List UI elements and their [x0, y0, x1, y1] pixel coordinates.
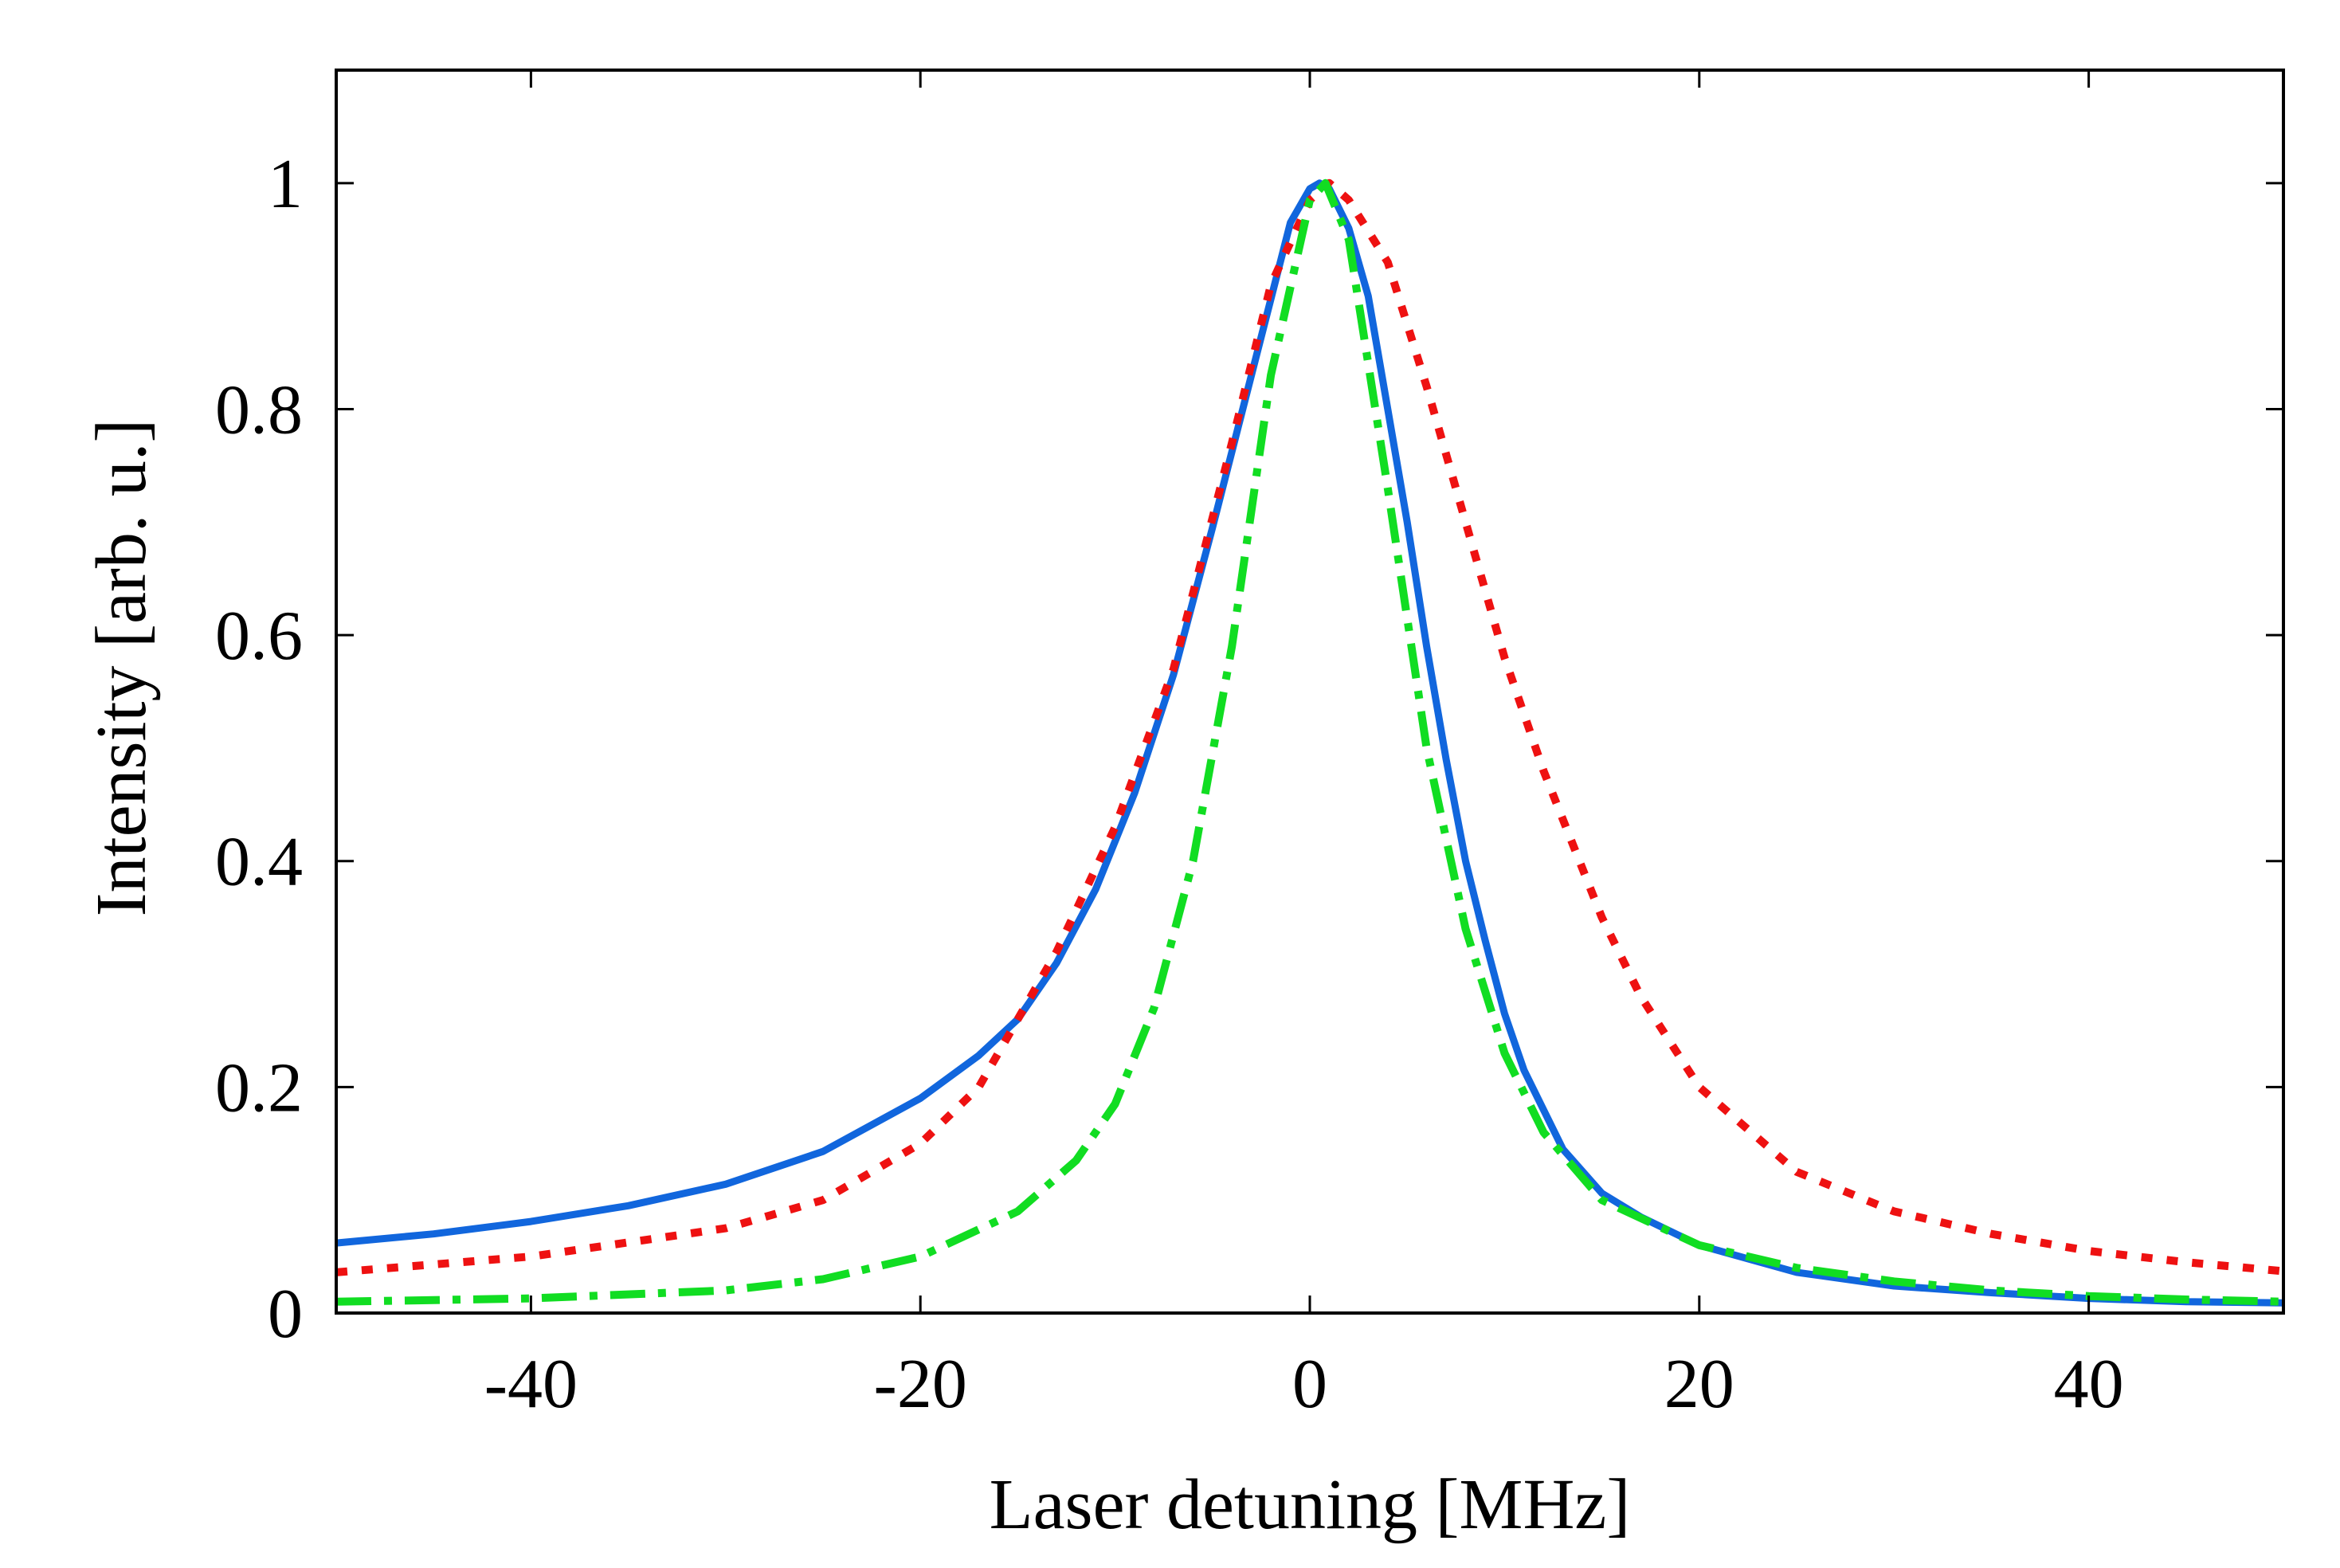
- y-tick-label: 0.6: [215, 598, 303, 675]
- y-tick-label: 0.8: [215, 371, 303, 449]
- x-tick-label: 20: [1664, 1346, 1734, 1423]
- y-tick-label: 0: [268, 1276, 303, 1353]
- series-line-dashdot: [335, 178, 2284, 1306]
- series-line-dotted: [335, 178, 2284, 1276]
- x-tick-label: 40: [2054, 1346, 2124, 1423]
- x-tick-label: 0: [1292, 1346, 1327, 1423]
- y-axis-title: Intensity [arb. u.]: [82, 419, 161, 917]
- y-tick-label: 1: [268, 146, 303, 223]
- y-tick-label: 0.4: [215, 824, 303, 901]
- y-tick-label: 0.2: [215, 1049, 303, 1127]
- tick-layer: -40 -20 0 20 40 0 0.2 0.4 0.6 0.8 1: [215, 70, 2283, 1423]
- x-axis-title: Laser detuning [MHz]: [990, 1465, 1631, 1544]
- x-tick-label: -20: [874, 1346, 967, 1423]
- x-tick-label: -40: [484, 1346, 578, 1423]
- series-layer: [335, 178, 2284, 1307]
- plot-frame: [335, 69, 2285, 1315]
- series-line-solid: [335, 179, 2284, 1307]
